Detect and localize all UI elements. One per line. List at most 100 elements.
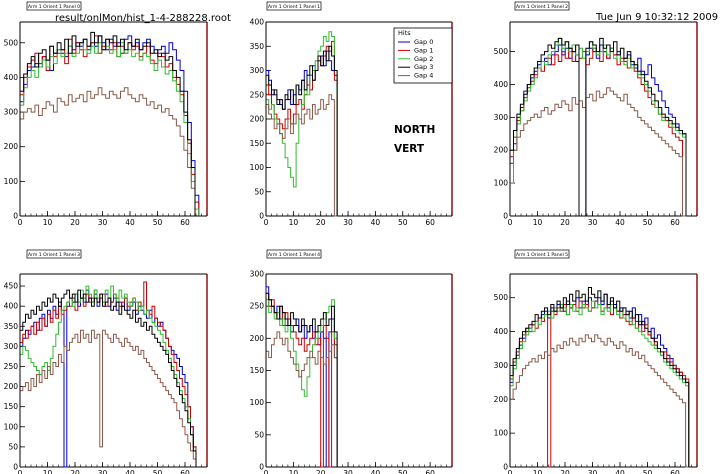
x-tick-label: 30 bbox=[588, 218, 598, 227]
series-gap-0 bbox=[265, 50, 338, 216]
panel-title-box bbox=[26, 249, 82, 259]
panel-title: Arm 1 Orient 1 Panel 1 bbox=[268, 4, 320, 10]
panel-title: Arm 1 Orient 1 Panel 2 bbox=[516, 4, 568, 10]
x-tick-label: 60 bbox=[425, 469, 435, 474]
x-tick-label: 60 bbox=[425, 218, 435, 227]
panel-title-box bbox=[514, 249, 570, 259]
panel-title: Arm 1 Orient 1 Panel 5 bbox=[516, 252, 568, 258]
y-tick-label: 300 bbox=[4, 342, 19, 351]
y-tick-label: 100 bbox=[494, 429, 509, 438]
series-gap-4 bbox=[19, 87, 199, 217]
x-tick-label: 40 bbox=[125, 218, 135, 227]
series-gap-0 bbox=[19, 35, 200, 216]
x-tick-label: 40 bbox=[371, 218, 381, 227]
panel-4: Arm 1 Orient 1 Panel 4 0 10 20 30 40 50 60 0 50 10… bbox=[250, 249, 453, 474]
y-tick-label: 200 bbox=[494, 146, 509, 155]
x-tick-label: 40 bbox=[125, 469, 135, 474]
series-gap-1 bbox=[19, 281, 199, 468]
panel-title-box bbox=[26, 1, 82, 11]
legend-entry: Gap 2 bbox=[414, 55, 433, 63]
series-gap-2 bbox=[19, 42, 200, 216]
y-tick-label: 0 bbox=[13, 463, 18, 472]
timestamp-label: Tue Jun 9 10:32:12 2009 bbox=[596, 12, 719, 23]
series-gap-3 bbox=[265, 45, 338, 216]
y-tick-label: 0 bbox=[503, 212, 508, 221]
legend-entry: Gap 4 bbox=[414, 72, 433, 80]
y-tick-label: 400 bbox=[4, 73, 19, 82]
panel-2: Arm 1 Orient 1 Panel 2 0 10 20 30 40 50 60 0 100 2… bbox=[494, 1, 698, 227]
series-gap-3 bbox=[265, 292, 338, 467]
panel-title-box bbox=[266, 249, 322, 259]
series-gap-3 bbox=[19, 31, 199, 217]
series-gap-2 bbox=[265, 31, 338, 216]
y-tick-label: 300 bbox=[494, 113, 509, 122]
x-tick-label: 0 bbox=[508, 218, 513, 227]
x-tick-label: 40 bbox=[615, 469, 625, 474]
series-gap-3 bbox=[509, 287, 690, 467]
y-tick-label: 150 bbox=[250, 139, 265, 148]
x-tick-label: 10 bbox=[289, 469, 299, 474]
y-tick-label: 250 bbox=[250, 90, 265, 99]
x-tick-label: 20 bbox=[560, 469, 570, 474]
panel-0: Arm 1 Orient 1 Panel 0 0 10 20 30 40 50 60 0 100 2… bbox=[4, 1, 208, 227]
series-gap-3 bbox=[509, 37, 687, 217]
x-tick-label: 10 bbox=[289, 218, 299, 227]
y-tick-label: 250 bbox=[4, 362, 19, 371]
y-tick-label: 500 bbox=[494, 47, 509, 56]
y-tick-label: 50 bbox=[254, 187, 264, 196]
y-tick-label: 100 bbox=[4, 422, 19, 431]
annotation-vert: VERT bbox=[394, 143, 425, 155]
x-tick-label: 60 bbox=[180, 469, 190, 474]
panel-title: Arm 1 Orient 1 Panel 4 bbox=[268, 252, 320, 258]
y-tick-label: 0 bbox=[503, 463, 508, 472]
x-tick-label: 20 bbox=[316, 218, 326, 227]
x-tick-label: 10 bbox=[533, 469, 543, 474]
legend-box bbox=[393, 27, 453, 84]
y-tick-label: 100 bbox=[494, 179, 509, 188]
x-tick-label: 20 bbox=[560, 218, 570, 227]
x-tick-label: 30 bbox=[343, 218, 353, 227]
x-tick-label: 30 bbox=[98, 469, 108, 474]
x-tick-label: 10 bbox=[43, 469, 53, 474]
y-tick-label: 0 bbox=[13, 212, 18, 221]
y-tick-label: 50 bbox=[8, 442, 18, 451]
x-tick-label: 20 bbox=[70, 469, 80, 474]
y-tick-label: 400 bbox=[4, 302, 19, 311]
y-tick-label: 500 bbox=[494, 293, 509, 302]
panel-title: Arm 1 Orient 1 Panel 3 bbox=[28, 252, 80, 258]
panel-title-box bbox=[266, 1, 322, 11]
y-tick-label: 400 bbox=[250, 18, 265, 27]
series-gap-4 bbox=[509, 334, 689, 468]
x-tick-label: 60 bbox=[180, 218, 190, 227]
legend-entry: Gap 1 bbox=[414, 46, 433, 54]
y-tick-label: 150 bbox=[250, 366, 265, 375]
x-tick-label: 30 bbox=[98, 218, 108, 227]
y-tick-label: 0 bbox=[259, 212, 264, 221]
x-tick-label: 40 bbox=[371, 469, 381, 474]
y-tick-label: 0 bbox=[259, 463, 264, 472]
series-gap-2 bbox=[509, 300, 690, 467]
x-tick-label: 10 bbox=[533, 218, 543, 227]
y-tick-label: 400 bbox=[494, 327, 509, 336]
series-gap-4 bbox=[265, 94, 338, 217]
series-gap-1 bbox=[509, 300, 690, 468]
series-gap-4 bbox=[509, 87, 686, 217]
y-tick-label: 150 bbox=[4, 402, 19, 411]
x-tick-label: 20 bbox=[70, 218, 80, 227]
x-tick-label: 30 bbox=[588, 469, 598, 474]
series-gap-3 bbox=[19, 289, 199, 468]
y-tick-label: 500 bbox=[4, 38, 19, 47]
y-tick-label: 350 bbox=[250, 42, 265, 51]
x-tick-label: 50 bbox=[398, 469, 408, 474]
y-tick-label: 350 bbox=[4, 322, 19, 331]
x-tick-label: 50 bbox=[153, 469, 163, 474]
series-gap-1 bbox=[19, 35, 200, 216]
panel-title-box bbox=[514, 1, 570, 11]
y-tick-label: 300 bbox=[4, 108, 19, 117]
y-tick-label: 300 bbox=[494, 361, 509, 370]
y-tick-label: 200 bbox=[4, 382, 19, 391]
series-gap-2 bbox=[509, 37, 687, 216]
panel-1: Arm 1 Orient 1 Panel 1 0 10 20 30 40 50 60 0 50 10… bbox=[250, 1, 453, 227]
